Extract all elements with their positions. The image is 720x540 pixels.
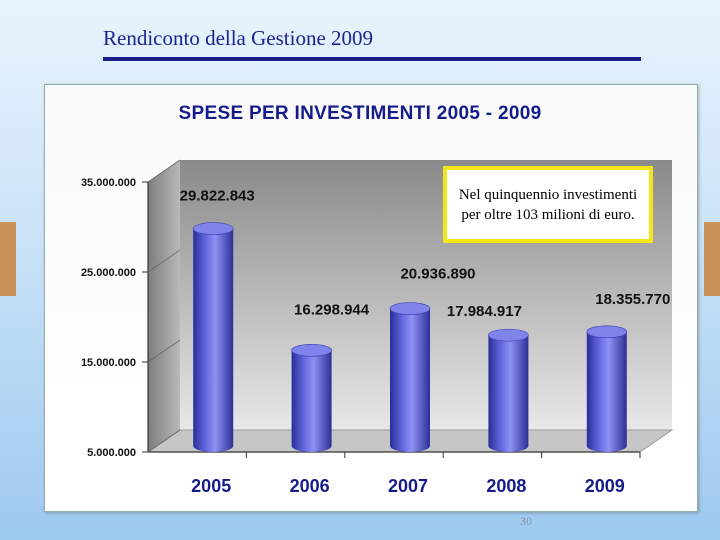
y-grid-diagonal [147, 429, 181, 453]
y-tick-label: 15.000.000 [81, 357, 136, 369]
bar-top [586, 325, 628, 339]
bar [390, 308, 430, 452]
y-tick-label: 25.000.000 [81, 267, 136, 279]
bar-top [192, 222, 234, 235]
bar-value-label: 18.355.770 [595, 291, 670, 308]
bar-value-label: 20.936.890 [400, 266, 475, 283]
page-title: Rendiconto della Gestione 2009 [103, 26, 374, 50]
bar-value-label: 17.984.917 [447, 303, 522, 320]
bar [193, 228, 234, 452]
bar [488, 335, 529, 453]
bar-value-label: 16.298.944 [294, 301, 370, 318]
page-number: 30 [520, 514, 532, 528]
right-accent-bar [704, 222, 720, 296]
x-category-label: 2006 [290, 476, 330, 496]
x-category-label: 2008 [486, 476, 526, 496]
y-grid-diagonal [147, 159, 181, 183]
note-text: Nel quinquennio investimenti per oltre 1… [458, 186, 638, 223]
y-tick-label: 35.000.000 [81, 177, 136, 189]
title-underline [103, 57, 641, 61]
bar [291, 350, 332, 452]
bar-value-label: 29.822.843 [180, 188, 255, 205]
y-tick-label: 5.000.000 [87, 447, 136, 459]
y-grid-diagonal [147, 249, 181, 273]
x-category-label: 2005 [191, 476, 231, 496]
y-grid-diagonal [147, 339, 181, 363]
bar-top [291, 344, 332, 357]
x-category-label: 2009 [585, 476, 625, 496]
bar [586, 331, 627, 452]
bar-top [488, 328, 529, 342]
bar-top [389, 302, 431, 315]
x-category-label: 2007 [388, 476, 428, 496]
note-box: Nel quinquennio investimenti per oltre 1… [443, 166, 653, 243]
chart-title: SPESE PER INVESTIMENTI 2005 - 2009 [178, 103, 542, 124]
chart-side-wall [148, 160, 180, 452]
left-accent-bar [0, 222, 16, 296]
